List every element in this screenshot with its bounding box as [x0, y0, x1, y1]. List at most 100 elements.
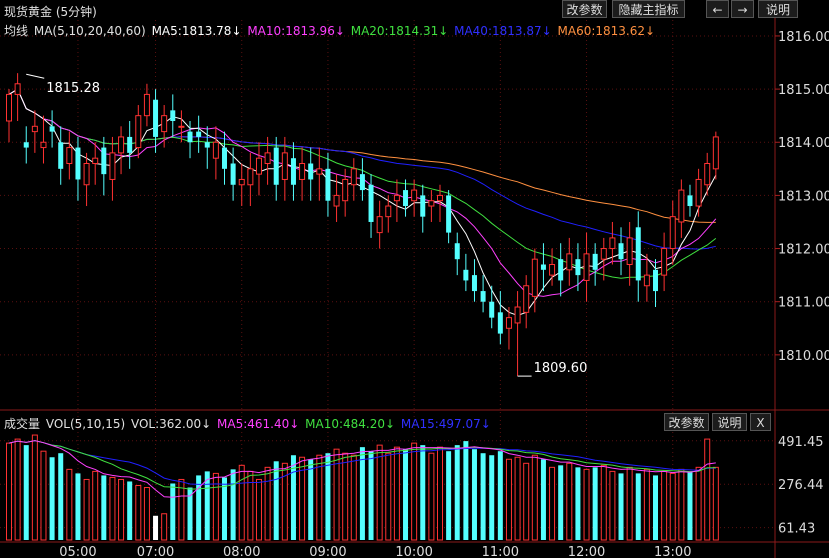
candle-body	[222, 147, 227, 169]
volume-bar	[14, 438, 21, 541]
volume-bar	[704, 438, 711, 541]
volume-bar	[437, 446, 443, 541]
candle-body	[531, 258, 538, 297]
candle-body	[127, 136, 133, 153]
volume-bar	[497, 451, 503, 540]
volume-bar	[489, 455, 495, 540]
candle-body	[368, 184, 374, 222]
volume-bar	[558, 465, 564, 540]
volume-bar	[127, 481, 133, 540]
vol-ma5-value: MA5:461.40↓	[217, 417, 300, 431]
candle-body	[454, 243, 460, 260]
candle-body	[592, 253, 598, 270]
candle-body	[14, 83, 21, 95]
vol-ma10-value: MA10:484.20↓	[305, 417, 396, 431]
candle-body	[153, 99, 159, 137]
price-tick-label: 1813.00	[778, 189, 829, 204]
ma-params: MA(5,10,20,40,60)	[33, 24, 146, 38]
vol-legend: 成交量 VOL(5,10,15) VOL:362.00↓ MA5:461.40↓…	[4, 415, 493, 432]
volume-bar	[403, 449, 409, 540]
vol-label: 成交量	[4, 417, 41, 431]
volume-bar	[230, 469, 236, 540]
volume-bar	[393, 446, 400, 541]
volume-tick-label: 491.45	[778, 435, 824, 450]
candle-body	[92, 157, 99, 165]
candle-body	[170, 110, 176, 121]
candle-body	[308, 163, 314, 180]
candle-body	[109, 152, 116, 180]
vol-params: VOL(5,10,15)	[45, 417, 126, 431]
volume-bar	[196, 475, 202, 540]
volume-bar	[653, 475, 658, 540]
volume-bar	[575, 467, 581, 540]
candle-body	[626, 237, 633, 265]
volume-bar	[153, 515, 159, 540]
candle-body	[695, 178, 702, 207]
candle-body	[187, 131, 193, 143]
low-label: 1809.60	[534, 361, 588, 376]
volume-bar	[109, 476, 116, 541]
candle-body	[178, 125, 185, 128]
candle-body	[635, 227, 641, 281]
candle-body	[609, 237, 616, 250]
candle-body	[23, 142, 29, 148]
vol-help-button[interactable]: 说明	[712, 413, 747, 431]
candle-body	[505, 317, 512, 329]
candle-body	[566, 253, 573, 271]
candle-body	[83, 163, 90, 186]
right-arrow-button[interactable]: →	[731, 0, 754, 18]
help-button[interactable]: 说明	[758, 0, 798, 18]
volume-bar	[609, 470, 616, 541]
candle-body	[661, 248, 668, 276]
params-button[interactable]: 改参数	[562, 0, 607, 18]
volume-bar	[695, 466, 702, 541]
volume-bar	[299, 456, 306, 541]
volume-bar	[118, 478, 125, 541]
candle-body	[385, 205, 392, 218]
vol-ma5-line	[8, 440, 716, 498]
volume-bar	[247, 470, 254, 541]
candle-body	[255, 157, 262, 175]
candle-body	[393, 194, 400, 202]
candle-body	[31, 125, 38, 133]
volume-bar	[411, 442, 418, 541]
window-title: 现货黄金 (5分钟)	[4, 5, 97, 19]
candle-body	[489, 301, 495, 318]
candle-body	[342, 178, 349, 202]
volume-bar	[368, 451, 374, 540]
hide-indicator-button[interactable]: 隐藏主指标	[612, 0, 685, 18]
time-tick-label: 12:00	[568, 545, 605, 558]
candle-body	[540, 264, 546, 270]
vol-params-button[interactable]: 改参数	[664, 413, 709, 431]
volume-bar	[669, 472, 676, 541]
time-tick-label: 08:00	[223, 545, 260, 558]
candle-body	[687, 195, 693, 207]
volume-bar	[83, 478, 90, 541]
vol-ma15-line	[8, 440, 716, 485]
candle-body	[264, 152, 271, 165]
candle-body	[704, 163, 711, 186]
volume-bar	[325, 453, 331, 540]
candle-body	[446, 195, 452, 233]
candle-body	[437, 194, 443, 202]
price-tick-label: 1816.00	[778, 30, 829, 45]
volume-bar	[308, 459, 314, 540]
volume-bar	[222, 477, 227, 540]
candle-body	[653, 269, 658, 292]
volume-bar	[212, 472, 219, 541]
candle-body	[143, 93, 150, 117]
volume-bar	[626, 466, 633, 541]
volume-bar	[540, 459, 546, 540]
candle-body	[273, 147, 279, 185]
high-marker	[26, 73, 45, 79]
left-arrow-button[interactable]: ←	[706, 0, 729, 18]
candle-body	[333, 194, 340, 207]
candle-body	[497, 312, 503, 334]
volume-bar	[316, 454, 323, 541]
candle-body	[558, 259, 564, 281]
candle-body	[575, 259, 581, 276]
vol-close-button[interactable]: X	[750, 413, 771, 431]
volume-bar	[238, 464, 245, 541]
price-tick-label: 1811.00	[778, 296, 829, 311]
volume-bar	[333, 448, 340, 541]
